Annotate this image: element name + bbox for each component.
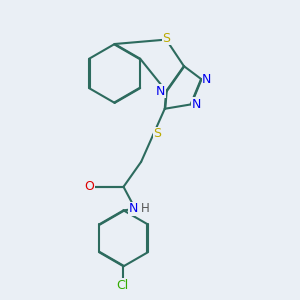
Text: S: S: [162, 32, 170, 45]
Text: N: N: [192, 98, 201, 111]
Text: S: S: [153, 127, 161, 140]
Text: N: N: [156, 85, 166, 98]
Text: N: N: [129, 202, 139, 215]
Text: N: N: [202, 73, 212, 86]
Text: Cl: Cl: [116, 279, 128, 292]
Text: H: H: [141, 202, 150, 215]
Text: O: O: [85, 180, 94, 193]
